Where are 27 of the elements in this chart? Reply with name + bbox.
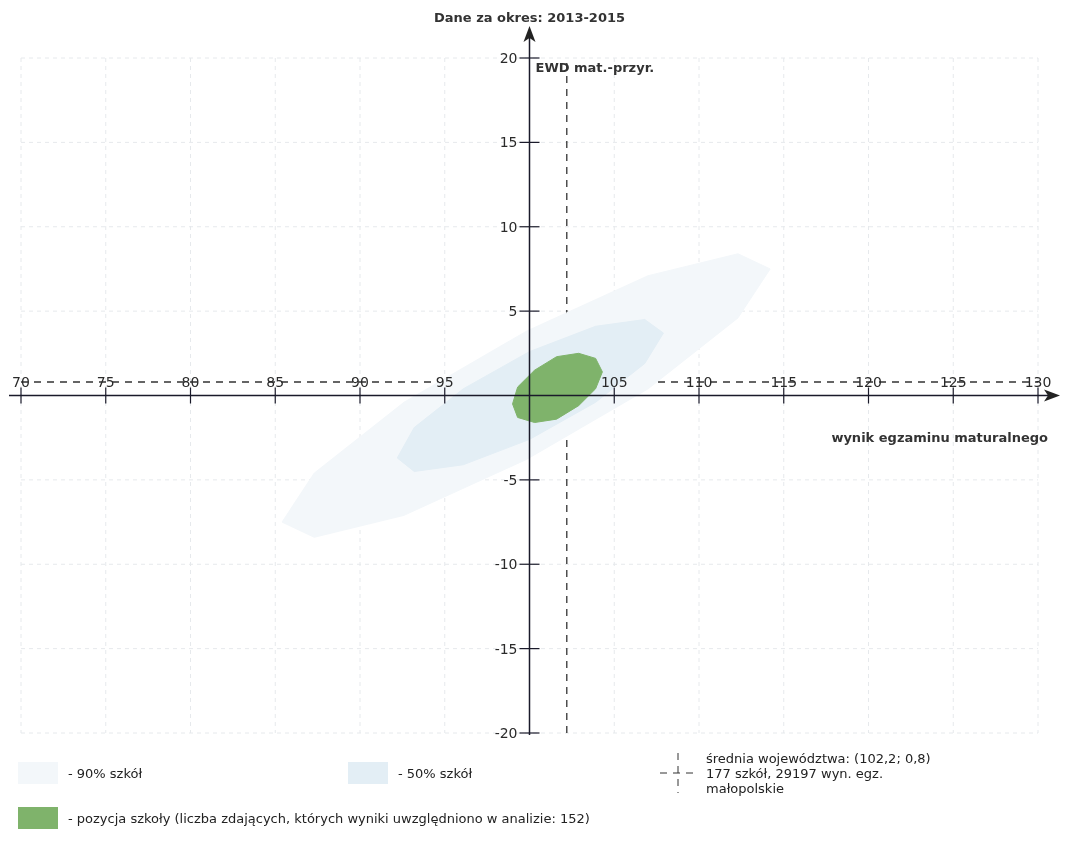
x-tick-label: 95 (435, 373, 454, 390)
x-tick-label: 125 (939, 373, 967, 390)
legend-label: - pozycja szkoły (liczba zdających, których wyniki uwzględniono w analizie: 152) (68, 810, 590, 826)
x-tick-label: 130 (1024, 373, 1052, 390)
y-tick-label: 10 (499, 218, 518, 235)
y-tick-label: -5 (503, 471, 518, 488)
x-tick-label: 105 (600, 373, 628, 390)
y-tick-label: -10 (494, 556, 518, 573)
y-tick-label: 15 (499, 134, 518, 151)
legend-label: - 90% szkół (68, 765, 143, 781)
x-axis-title: wynik egzaminu maturalnego (831, 429, 1049, 445)
y-axis-title: EWD mat.-przyr. (535, 60, 655, 75)
y-tick-label: 20 (499, 50, 518, 66)
chart-title: Dane za okres: 2013-2015 (433, 10, 626, 25)
legend-label: średnia województwa: (102,2; 0,8) 177 szkół, 29197 wyn. egz. małopolskie (706, 750, 931, 796)
y-tick-label: 5 (508, 303, 518, 320)
x-tick-label: 80 (181, 373, 200, 390)
x-tick-label: 120 (855, 373, 882, 390)
x-tick-label: 110 (685, 373, 713, 390)
x-tick-label: 85 (266, 373, 285, 390)
x-tick-label: 70 (12, 373, 30, 390)
x-tick-label: 75 (96, 373, 115, 390)
y-tick-label: -15 (494, 640, 518, 657)
legend-label: - 50% szkół (398, 765, 473, 781)
x-tick-label: 90 (351, 373, 369, 390)
x-tick-label: 115 (770, 373, 798, 390)
y-tick-label: -20 (494, 725, 518, 741)
